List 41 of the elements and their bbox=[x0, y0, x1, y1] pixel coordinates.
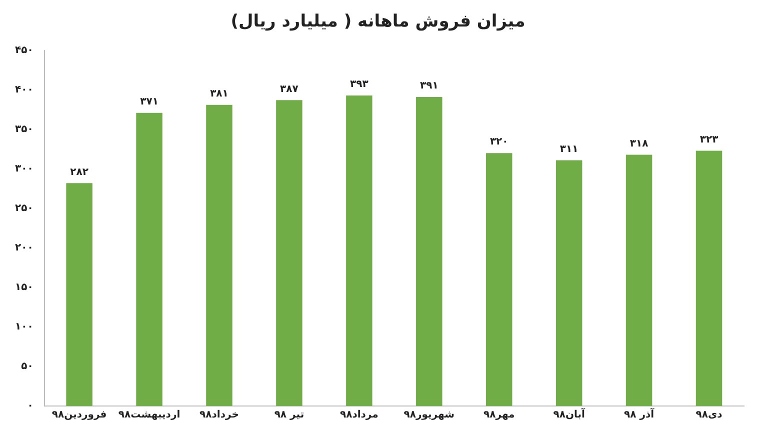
y-tick-label: ۱۰۰ bbox=[15, 322, 34, 333]
data-label: ۳۱۸ bbox=[630, 138, 648, 150]
bar bbox=[206, 104, 232, 406]
bar bbox=[696, 150, 722, 406]
x-tick-label: مرداد۹۸ bbox=[340, 410, 378, 421]
x-tick-label: دی۹۸ bbox=[696, 410, 722, 421]
y-tick-label: ۵۰ bbox=[21, 361, 34, 372]
y-tick-label: ۴۰۰ bbox=[15, 84, 34, 96]
bar bbox=[486, 153, 512, 406]
y-tick-label: ۲۰۰ bbox=[15, 242, 34, 254]
bar bbox=[416, 97, 442, 406]
data-label: ۳۸۷ bbox=[280, 84, 298, 95]
x-tick-label: تیر ۹۸ bbox=[274, 410, 304, 421]
data-label: ۲۸۲ bbox=[70, 166, 88, 178]
data-label: ۳۲۳ bbox=[700, 134, 718, 146]
data-label: ۳۲۰ bbox=[490, 136, 508, 148]
y-tick-label: ۳۰۰ bbox=[15, 164, 34, 175]
y-tick-label: ۳۵۰ bbox=[15, 124, 34, 136]
x-tick-label: آذر ۹۸ bbox=[624, 408, 655, 421]
x-tick-label: مهر۹۸ bbox=[483, 410, 515, 421]
data-label: ۳۱۱ bbox=[560, 144, 578, 155]
bar bbox=[136, 112, 162, 406]
x-tick-label: اردیبهشت۹۸ bbox=[118, 410, 180, 421]
bar bbox=[276, 100, 302, 406]
data-label: ۳۸۱ bbox=[210, 88, 228, 100]
x-tick-label: شهریور۹۸ bbox=[404, 410, 455, 421]
x-tick-label: خرداد۹۸ bbox=[200, 410, 239, 421]
data-label: ۳۹۱ bbox=[420, 80, 438, 92]
bar bbox=[626, 154, 652, 406]
y-tick-label: ۲۵۰ bbox=[15, 203, 34, 214]
y-tick-label: ۴۵۰ bbox=[15, 44, 34, 56]
bar bbox=[556, 160, 582, 406]
x-tick-label: آبان۹۸ bbox=[553, 408, 586, 421]
y-tick-label: ۰ bbox=[27, 400, 34, 412]
bar bbox=[346, 95, 372, 406]
bar bbox=[66, 183, 92, 406]
data-label: ۳۹۳ bbox=[350, 79, 368, 90]
x-tick-label: فروردین۹۸ bbox=[52, 410, 107, 421]
y-tick-label: ۱۵۰ bbox=[15, 282, 34, 294]
data-label: ۳۷۱ bbox=[140, 96, 158, 108]
chart-title: میزان فروش ماهانه ( میلیارد ریال) bbox=[230, 12, 526, 32]
